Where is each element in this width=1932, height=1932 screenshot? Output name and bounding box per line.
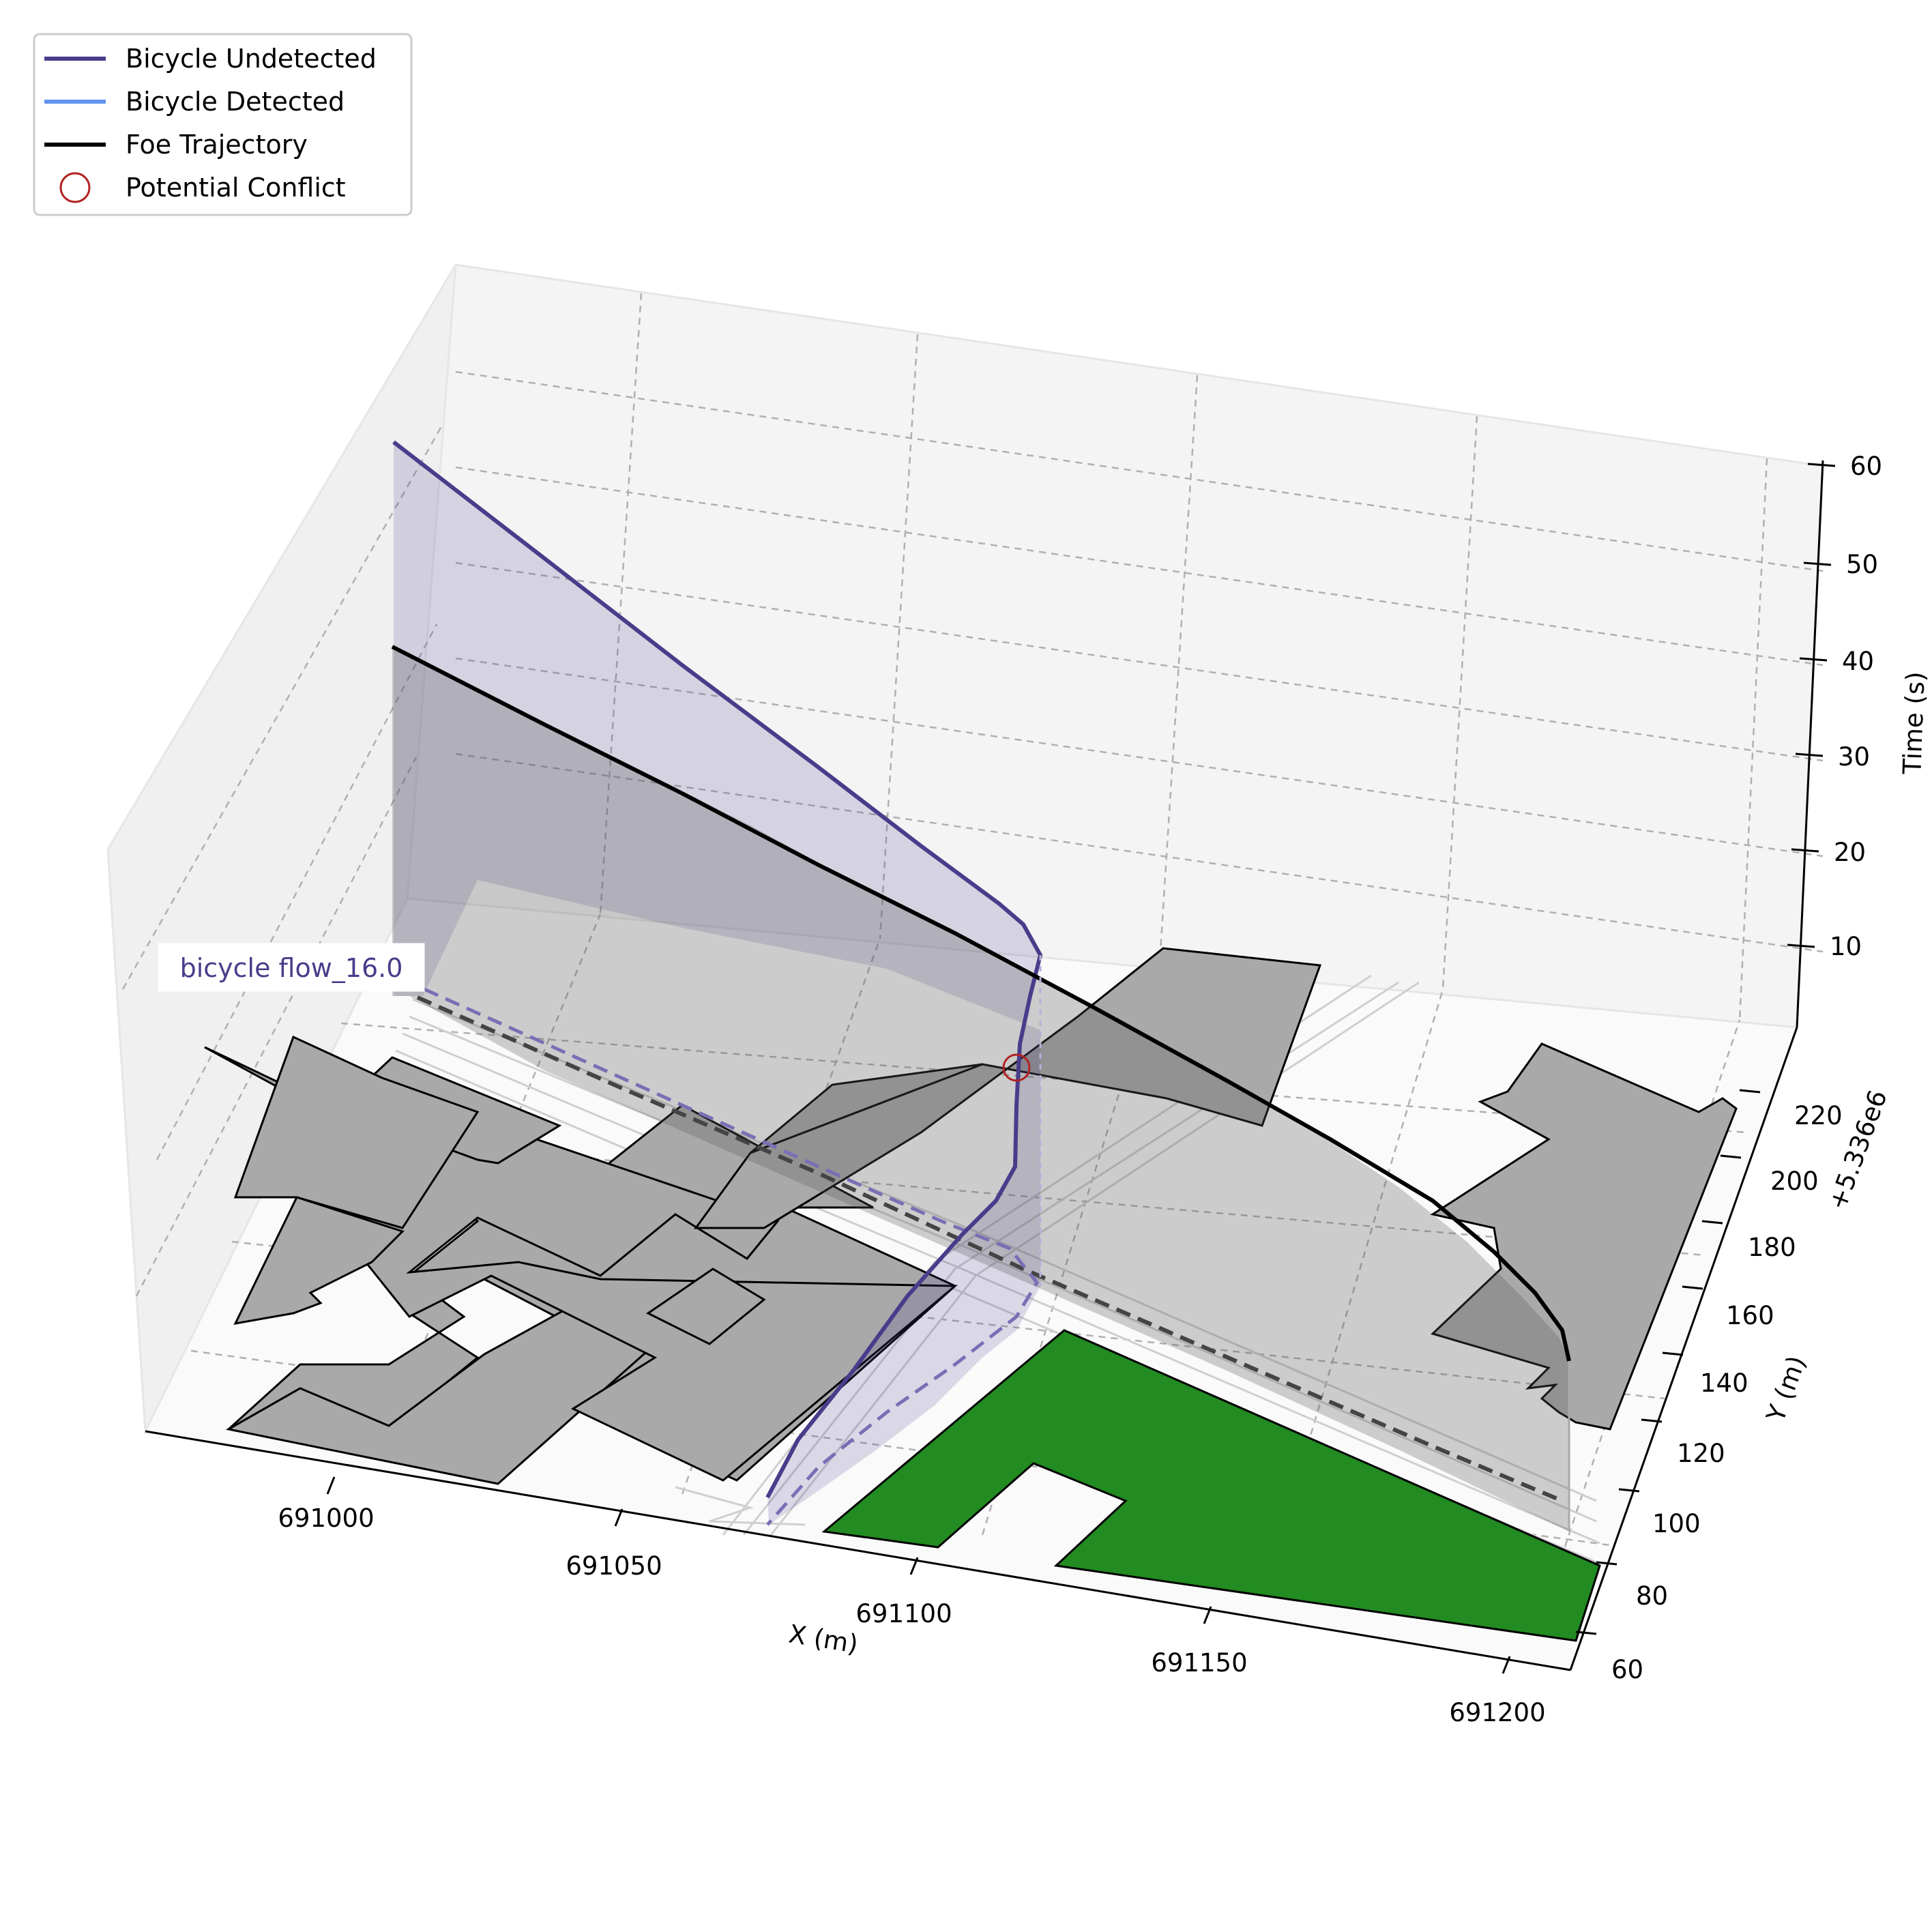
z-tick-labels: 10 20 30 40 50 60 (1830, 452, 1882, 961)
legend-label: Bicycle Detected (126, 87, 345, 117)
x-tick-label: 691150 (1151, 1648, 1247, 1678)
flow-annotation-box (158, 943, 425, 992)
building-polygon (750, 1063, 983, 1154)
x-tick-label: 691200 (1449, 1698, 1545, 1727)
z-tick-label: 30 (1838, 742, 1870, 772)
y-tick-label: 220 (1794, 1101, 1843, 1130)
z-ticks (1787, 463, 1836, 948)
x-tick-label: 691100 (855, 1599, 952, 1628)
x-tick-mark (326, 1476, 336, 1495)
legend-label: Bicycle Undetected (126, 44, 377, 74)
building-polygon (233, 1196, 405, 1325)
y-tick-label: 120 (1677, 1439, 1725, 1468)
flow-annotation-text: bicycle flow_16.0 (180, 953, 403, 983)
y-tick-mark (1575, 1630, 1597, 1635)
y-tick-mark (1682, 1285, 1703, 1290)
z-tick-label: 40 (1842, 647, 1874, 676)
building-polygon (336, 1090, 958, 1482)
z-tick-mark (1799, 657, 1828, 662)
bicycle-path-projection (423, 987, 1040, 1526)
foe-path-projection (416, 995, 1564, 1503)
x-ticks (326, 1476, 1511, 1674)
floor-projections (416, 987, 1564, 1526)
z-tick-mark (1795, 752, 1824, 757)
z-axis-line (1796, 460, 1824, 1028)
green-area (821, 1329, 1601, 1642)
legend: Bicycle Undetected Bicycle Detected Foe … (33, 33, 413, 216)
y-tick-label: 100 (1652, 1509, 1701, 1538)
z-tick-mark (1787, 943, 1815, 948)
x-tick-mark (909, 1557, 919, 1575)
x-tick-mark (1502, 1656, 1511, 1674)
x-tick-labels: 691000 691050 691100 691150 691200 (278, 1504, 1545, 1727)
z-tick-label: 50 (1846, 550, 1878, 579)
z-tick-label: 20 (1834, 838, 1866, 867)
bicycle-undetected-trajectory (392, 440, 1043, 1499)
y-tick-label: 80 (1636, 1581, 1668, 1611)
y-tick-mark (1720, 1154, 1742, 1159)
y-tick-label: 140 (1700, 1368, 1748, 1398)
y-tick-label: 160 (1726, 1301, 1774, 1330)
trajectory-curtains (392, 442, 1569, 1532)
y-axis-label: Y (m) (1761, 1352, 1812, 1426)
y-tick-mark (1701, 1220, 1723, 1225)
z-tick-label: 60 (1850, 452, 1882, 481)
y-tick-labels: 60 80 100 120 140 160 180 200 220 (1611, 1101, 1843, 1684)
x-tick-label: 691050 (566, 1551, 662, 1581)
bicycle-curtain (394, 442, 1040, 1525)
y-tick-label: 200 (1770, 1167, 1819, 1196)
y-tick-mark (1618, 1488, 1640, 1493)
foe-trajectory (391, 645, 1571, 1362)
y-tick-label: 60 (1611, 1655, 1643, 1684)
z-tick-label: 10 (1830, 932, 1862, 961)
buildings (204, 947, 1738, 1485)
y-tick-label: 180 (1748, 1233, 1796, 1262)
legend-swatch-potential-conflict (59, 172, 91, 203)
legend-label: Foe Trajectory (126, 130, 308, 160)
trajectories (391, 440, 1571, 1532)
building-polygon (1430, 1042, 1738, 1431)
z-tick-mark (1791, 848, 1819, 853)
y-tick-mark (1662, 1351, 1684, 1356)
foe-curtain (392, 647, 1569, 1532)
building-polygon (225, 1298, 654, 1485)
y-tick-mark (1596, 1561, 1618, 1566)
y-ticks (1575, 1089, 1761, 1635)
x-axis-label: X (m) (787, 1619, 860, 1658)
potential-conflict-marker (1002, 1053, 1031, 1082)
x-axis-line (145, 1430, 1571, 1671)
x-tick-mark (1203, 1606, 1212, 1624)
z-axis-label: Time (s) (1897, 671, 1930, 776)
legend-box (33, 33, 413, 216)
y-tick-mark (1641, 1418, 1663, 1423)
z-tick-mark (1807, 463, 1836, 467)
z-tick-mark (1803, 561, 1832, 566)
legend-label: Potential Conflict (126, 173, 346, 203)
y-tick-mark (1739, 1089, 1761, 1094)
flow-annotation: bicycle flow_16.0 (158, 943, 425, 992)
x-tick-label: 691000 (278, 1504, 374, 1533)
x-tick-mark (614, 1508, 624, 1527)
building-polygon (646, 1268, 766, 1345)
